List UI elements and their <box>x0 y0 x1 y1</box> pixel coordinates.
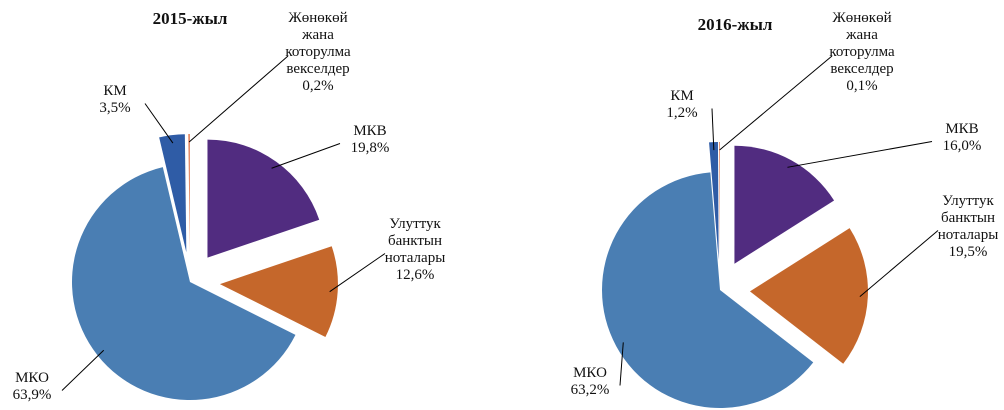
slice-label: Улуттук банктын ноталары <box>385 216 446 266</box>
slice-label: МКО <box>573 365 607 381</box>
slice-label: МКВ <box>945 121 978 137</box>
label-line: ноталары <box>385 250 446 266</box>
slice-label: МКО <box>15 370 49 386</box>
leader-line <box>188 55 289 143</box>
label-line: КМ <box>103 83 126 99</box>
label-line: жана <box>301 27 334 43</box>
value-label: 1,2% <box>666 105 697 121</box>
label-line: векселдер <box>830 61 893 77</box>
slice-label: Жөнөкөй жана которулма векселдер <box>285 10 351 77</box>
label-line: ноталары <box>938 227 999 243</box>
leader-line <box>787 141 933 168</box>
pie-slice <box>709 142 719 261</box>
slice-label: Жөнөкөй жана которулма векселдер <box>829 10 895 77</box>
value-label: 16,0% <box>943 138 982 154</box>
value-label: 63,9% <box>13 387 52 403</box>
value-label: 63,2% <box>571 382 610 398</box>
chart-title: 2016-жыл <box>698 15 773 34</box>
pie-slice <box>719 142 720 261</box>
label-line: МКВ <box>945 121 978 137</box>
label-line: банктын <box>388 233 442 249</box>
value-label: 0,1% <box>846 78 877 94</box>
label-line: банктын <box>941 210 995 226</box>
slice-label: Улуттук банктын ноталары <box>938 193 999 243</box>
label-line: Жөнөкөй <box>288 10 347 26</box>
leader-line <box>859 230 939 297</box>
value-label: 3,5% <box>99 100 130 116</box>
label-line: жана <box>845 27 878 43</box>
leader-line <box>144 103 174 144</box>
chart-title: 2015-жыл <box>153 9 228 28</box>
leader-line <box>61 349 105 391</box>
label-line: Жөнөкөй <box>832 10 891 26</box>
value-label: 19,8% <box>351 140 390 156</box>
label-line: КМ <box>670 88 693 104</box>
pie-slice <box>159 134 187 253</box>
leader-line <box>719 55 833 151</box>
pie-slice <box>71 167 296 400</box>
value-label: 12,6% <box>396 267 435 283</box>
label-line: Улуттук <box>389 216 441 232</box>
pie-slice <box>207 139 320 258</box>
leader-line <box>619 342 624 386</box>
leader-line <box>711 108 715 151</box>
pie-slice <box>734 145 835 264</box>
leader-line <box>271 143 341 169</box>
label-line: МКО <box>573 365 607 381</box>
label-line: которулма <box>829 44 895 60</box>
pie-slice <box>602 172 814 408</box>
label-line: МКО <box>15 370 49 386</box>
slice-label: КМ <box>103 83 126 99</box>
slice-label: МКВ <box>353 123 386 139</box>
pie-slice <box>749 228 868 364</box>
label-line: Улуттук <box>942 193 994 209</box>
pie-slice <box>219 246 338 337</box>
label-line: векселдер <box>286 61 349 77</box>
slice-label: КМ <box>670 88 693 104</box>
pie-slice <box>188 134 190 253</box>
label-line: МКВ <box>353 123 386 139</box>
label-line: которулма <box>285 44 351 60</box>
value-label: 19,5% <box>949 244 988 260</box>
leader-line <box>329 253 386 293</box>
value-label: 0,2% <box>302 78 333 94</box>
